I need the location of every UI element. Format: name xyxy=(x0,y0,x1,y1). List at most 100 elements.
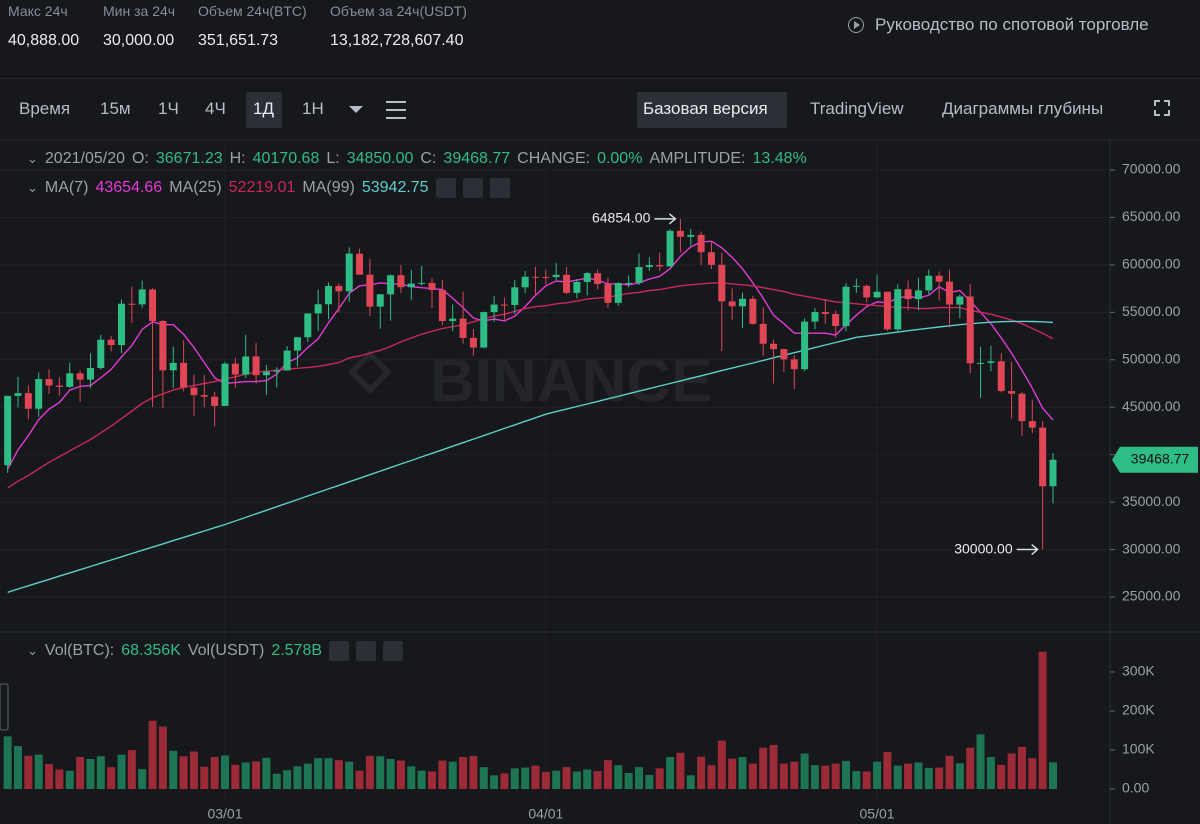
last-price-tag xyxy=(1112,446,1198,473)
candle-body xyxy=(293,337,301,351)
volume-bar xyxy=(955,763,964,789)
info-value: 0.00% xyxy=(597,150,643,167)
ma-name: MA(99) xyxy=(302,179,355,196)
volume-bar xyxy=(179,756,188,789)
candle-body xyxy=(583,273,591,282)
chevron[interactable]: ⌄ xyxy=(27,151,38,166)
volume-bar xyxy=(14,746,22,789)
info-value: 39468.77 xyxy=(443,150,511,167)
volume-bar xyxy=(945,755,954,789)
volume-bar xyxy=(966,747,975,789)
settings-button[interactable] xyxy=(356,641,377,661)
interval[interactable]: 1Ч xyxy=(158,99,179,118)
eye-button[interactable] xyxy=(435,178,456,198)
volume-bar xyxy=(396,760,405,789)
candle-body xyxy=(397,275,405,288)
candle-body xyxy=(780,349,788,360)
annotation-arrow xyxy=(654,213,677,225)
volume-bar xyxy=(334,760,343,789)
interval-active[interactable]: 1Д xyxy=(253,99,274,118)
y-tick-label: 50000.00 xyxy=(1122,350,1181,366)
view-tab[interactable]: Диаграммы глубины xyxy=(942,99,1104,118)
annotation-arrow xyxy=(1016,543,1039,556)
play-icon[interactable] xyxy=(848,17,864,33)
candle-body xyxy=(811,312,819,322)
candle-body xyxy=(149,289,157,322)
volume-bar xyxy=(262,757,271,789)
close-button[interactable] xyxy=(383,641,404,661)
guide-link[interactable]: Руководство по спотовой торговле xyxy=(875,15,1149,34)
volume-bar xyxy=(96,756,105,789)
volume-bar xyxy=(686,775,695,789)
candle-body xyxy=(676,230,684,237)
vol-tick-label: 300K xyxy=(1122,663,1155,679)
candle-body xyxy=(490,304,498,313)
settings-button[interactable] xyxy=(462,178,483,198)
candle-body xyxy=(1049,459,1057,487)
vol-tick-label: 100K xyxy=(1122,741,1155,757)
info-label: CHANGE: xyxy=(517,150,591,167)
interval[interactable]: Время xyxy=(19,99,71,118)
candle-body xyxy=(1018,393,1026,422)
y-tick-label: 30000.00 xyxy=(1122,540,1181,556)
watermark-logo xyxy=(348,350,392,394)
candle-body xyxy=(946,281,953,305)
candle-body xyxy=(24,393,32,409)
chevron[interactable]: ⌄ xyxy=(27,643,38,658)
volume-bar xyxy=(769,744,778,789)
candle-body xyxy=(469,337,477,348)
y-tick-label: 55000.00 xyxy=(1122,303,1181,319)
ma-value: 53942.75 xyxy=(361,179,429,196)
view-tab[interactable]: TradingView xyxy=(810,99,904,118)
drawer-handle[interactable] xyxy=(0,683,9,731)
volume-bar xyxy=(821,765,830,789)
volume-bar xyxy=(1007,753,1016,789)
candle-body xyxy=(314,304,322,314)
settings-icon[interactable] xyxy=(386,101,406,119)
volume-bar xyxy=(303,763,312,789)
x-tick-label: 04/01 xyxy=(528,806,563,822)
volume-bar xyxy=(603,760,612,789)
volume-bar xyxy=(645,774,654,789)
volume-bar xyxy=(728,758,737,789)
y-tick-label: 65000.00 xyxy=(1122,208,1181,224)
chevron[interactable]: ⌄ xyxy=(27,180,38,195)
stat-label: Объем за 24ч(USDT) xyxy=(330,3,467,19)
candle-body xyxy=(35,379,43,409)
candle-body xyxy=(904,289,912,300)
ma-name: MA(7) xyxy=(44,179,89,196)
candle-body xyxy=(532,276,539,278)
volume-bar xyxy=(800,753,809,789)
volume-bar xyxy=(593,771,602,789)
candle-body xyxy=(801,321,809,370)
candle-body xyxy=(231,363,239,375)
interval[interactable]: 4Ч xyxy=(205,99,226,118)
fullscreen-icon[interactable] xyxy=(1154,100,1170,116)
view-tab-active[interactable]: Базовая версия xyxy=(643,99,768,118)
eye-button[interactable] xyxy=(329,641,350,661)
volume-bar xyxy=(666,757,675,789)
interval[interactable]: 15м xyxy=(100,99,131,118)
volume-bar xyxy=(562,767,571,789)
volume-bar xyxy=(997,764,1006,789)
watermark: BINANCE xyxy=(430,346,712,415)
volume-bar xyxy=(655,768,664,789)
close-button[interactable] xyxy=(489,178,510,198)
ma-line xyxy=(7,240,1054,470)
candle-body xyxy=(645,265,653,267)
volume-bar xyxy=(272,773,281,789)
volume-bar xyxy=(759,747,768,789)
candle-body xyxy=(200,395,208,397)
volume-bar xyxy=(976,734,985,789)
interval[interactable]: 1Н xyxy=(302,99,324,118)
candle-body xyxy=(14,393,22,396)
candle-body xyxy=(956,296,964,305)
volume-bar xyxy=(1038,651,1047,789)
volume-bar xyxy=(448,761,457,789)
candle-body xyxy=(366,274,374,307)
vol-tick-label: 0.00 xyxy=(1122,780,1149,796)
dropdown-icon[interactable] xyxy=(349,106,363,113)
ohlc-info: ⌄ 2021/05/20 O: 36671.23 H: 40170.68 L: 348… xyxy=(27,150,807,168)
volume-bar xyxy=(717,740,726,789)
